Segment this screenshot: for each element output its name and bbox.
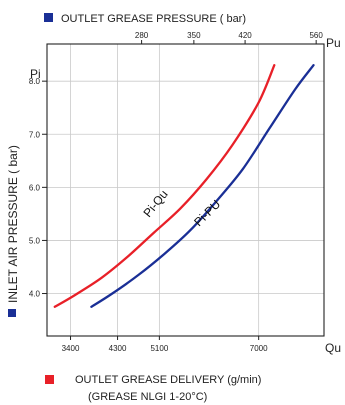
x-tick-label-2: 5100 xyxy=(150,344,168,353)
series-line-1 xyxy=(90,64,315,308)
y-tick-label-4: 8.0 xyxy=(29,77,41,86)
series-label-pi-qu: Pi-Qu xyxy=(140,187,170,220)
tick-labels: 3400 4300 5100 7000 280 350 420 560 4.0 5.0 6.0 7.0… xyxy=(29,31,324,353)
y-axis-symbol: Pi xyxy=(30,67,41,81)
top-legend-swatch xyxy=(44,13,53,22)
left-title-swatch xyxy=(8,309,16,317)
series-group xyxy=(53,64,315,308)
top-tick-label-3: 560 xyxy=(309,31,323,40)
y-tick-label-0: 4.0 xyxy=(29,290,41,299)
top-axis-symbol: Pu xyxy=(326,36,341,50)
left-title-text: INLET AIR PRESSURE ( bar) xyxy=(6,145,20,303)
y-tick-label-1: 5.0 xyxy=(29,236,41,245)
grid xyxy=(47,44,324,336)
top-tick-label-1: 350 xyxy=(187,31,201,40)
x-axis-symbol: Qu xyxy=(325,341,341,355)
series-line-0 xyxy=(53,64,276,308)
bottom-legend-line1: OUTLET GREASE DELIVERY (g/min) xyxy=(75,374,261,386)
y-tick-label-2: 6.0 xyxy=(29,183,41,192)
x-tick-label-1: 4300 xyxy=(109,344,127,353)
top-legend-text: OUTLET GREASE PRESSURE ( bar) xyxy=(61,13,246,25)
top-tick-label-0: 280 xyxy=(135,31,149,40)
x-tick-label-3: 7000 xyxy=(250,344,268,353)
bottom-legend-swatch xyxy=(45,375,54,384)
top-tick-label-2: 420 xyxy=(238,31,252,40)
x-tick-label-0: 3400 xyxy=(62,344,80,353)
bottom-legend-line2: (GREASE NLGI 1-20°C) xyxy=(88,391,207,403)
series-label-pi-pu: Pi-PU xyxy=(191,197,223,229)
plot-frame xyxy=(46,43,325,337)
y-tick-label-3: 7.0 xyxy=(29,130,41,139)
